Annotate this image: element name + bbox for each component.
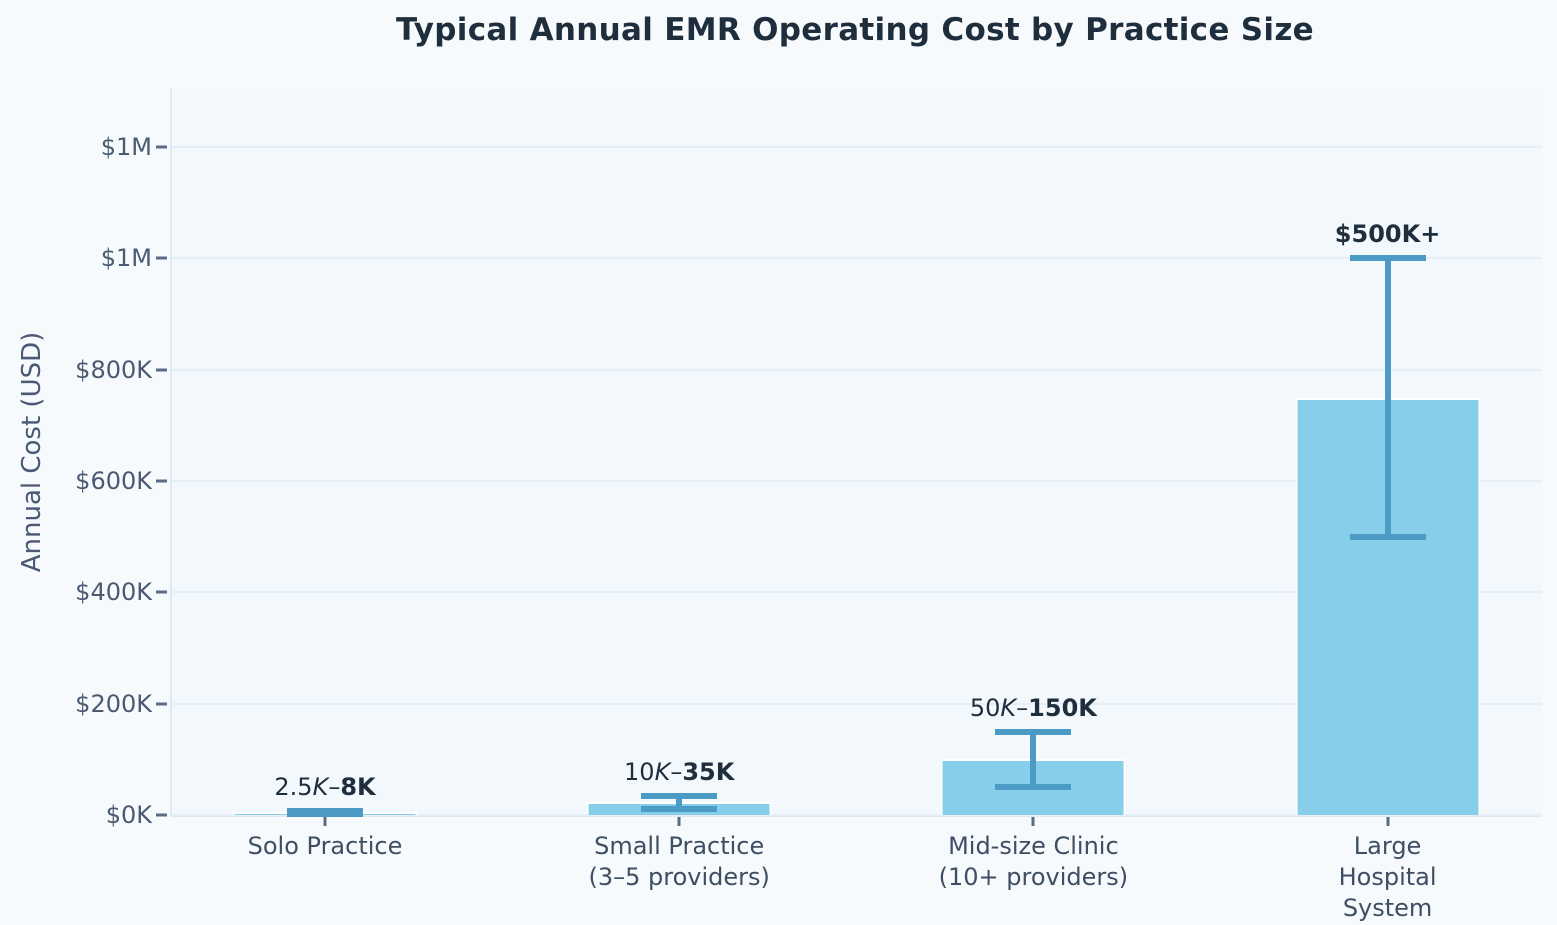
x-tick-label: Large Hospital System [1338, 832, 1437, 923]
annotation-segment: – [1016, 693, 1029, 722]
annotation-segment: $500K+ [1334, 220, 1441, 249]
annotation-segment: – [328, 772, 341, 801]
error-bar-cap-bottom [287, 810, 363, 817]
y-tick-mark [156, 368, 167, 372]
y-tick-mark [156, 479, 167, 483]
y-tick-label: $800K [75, 355, 152, 384]
error-bar-cap-bottom [641, 806, 718, 813]
gridline [172, 368, 1542, 371]
gridline [172, 480, 1542, 483]
bar-range-annotation: 2.5K–8K [274, 773, 375, 801]
chart-title: Typical Annual EMR Operating Cost by Pra… [396, 12, 1314, 48]
error-bar-cap-bottom [1349, 533, 1426, 540]
x-tick-label: Mid-size Clinic (10+ providers) [938, 832, 1129, 892]
bar-range-annotation: 50K–150K [970, 694, 1097, 722]
y-tick-label: $200K [75, 689, 152, 718]
bar-range-annotation: $500K+ [1335, 220, 1441, 248]
y-tick-mark [156, 813, 167, 817]
y-tick-mark [156, 256, 167, 260]
error-bar-line [676, 795, 683, 810]
gridline [172, 146, 1542, 149]
x-tick-label: Small Practice (3–5 providers) [588, 832, 770, 892]
y-tick-label: $600K [75, 467, 152, 495]
error-bar-cap-top [1349, 255, 1426, 262]
plot-area: $0K $200K $400K $600K $800K $1M $1M 2.5K–8K Solo… [75, 88, 1542, 922]
error-bar-line [1030, 731, 1037, 788]
gridline [172, 591, 1542, 594]
annotation-segment: 50 [969, 693, 1001, 722]
bar-range-annotation: 10K–35K [624, 758, 734, 786]
annotation-segment: 2.5 [274, 772, 313, 801]
x-tick-mark [323, 817, 327, 826]
error-bar-cap-top [641, 792, 718, 799]
annotation-segment: 35K [682, 757, 735, 786]
error-bar-cap-bottom [995, 784, 1072, 791]
gridline [172, 257, 1542, 260]
annotation-segment: K [1000, 693, 1017, 722]
x-tick-mark [677, 817, 681, 826]
y-tick-label: $1M [100, 133, 152, 161]
x-tick-mark [1386, 817, 1390, 826]
y-tick-label: $400K [75, 578, 152, 607]
x-tick-label: Solo Practice [247, 832, 403, 860]
y-tick-mark [156, 590, 167, 594]
annotation-segment: K [654, 757, 671, 786]
error-bar-cap-top [995, 728, 1072, 735]
y-tick-label: $1M [100, 244, 152, 273]
annotation-segment: K [312, 772, 329, 801]
emr-cost-bar-chart: Typical Annual EMR Operating Cost by Pra… [17, 12, 1542, 922]
error-bar-line [1384, 258, 1391, 537]
y-tick-mark [156, 702, 167, 706]
x-tick-mark [1031, 817, 1035, 826]
annotation-segment: 8K [340, 772, 376, 801]
gridline [172, 814, 1542, 816]
annotation-segment: 150K [1028, 693, 1097, 722]
error-bar-cap-top [287, 807, 363, 814]
y-tick-mark [156, 145, 167, 149]
annotation-segment: 10 [624, 757, 655, 786]
y-axis-title: Annual Cost (USD) [17, 331, 47, 573]
y-tick-label: $0K [105, 801, 152, 829]
annotation-segment: – [670, 757, 683, 786]
gridline [172, 702, 1542, 705]
